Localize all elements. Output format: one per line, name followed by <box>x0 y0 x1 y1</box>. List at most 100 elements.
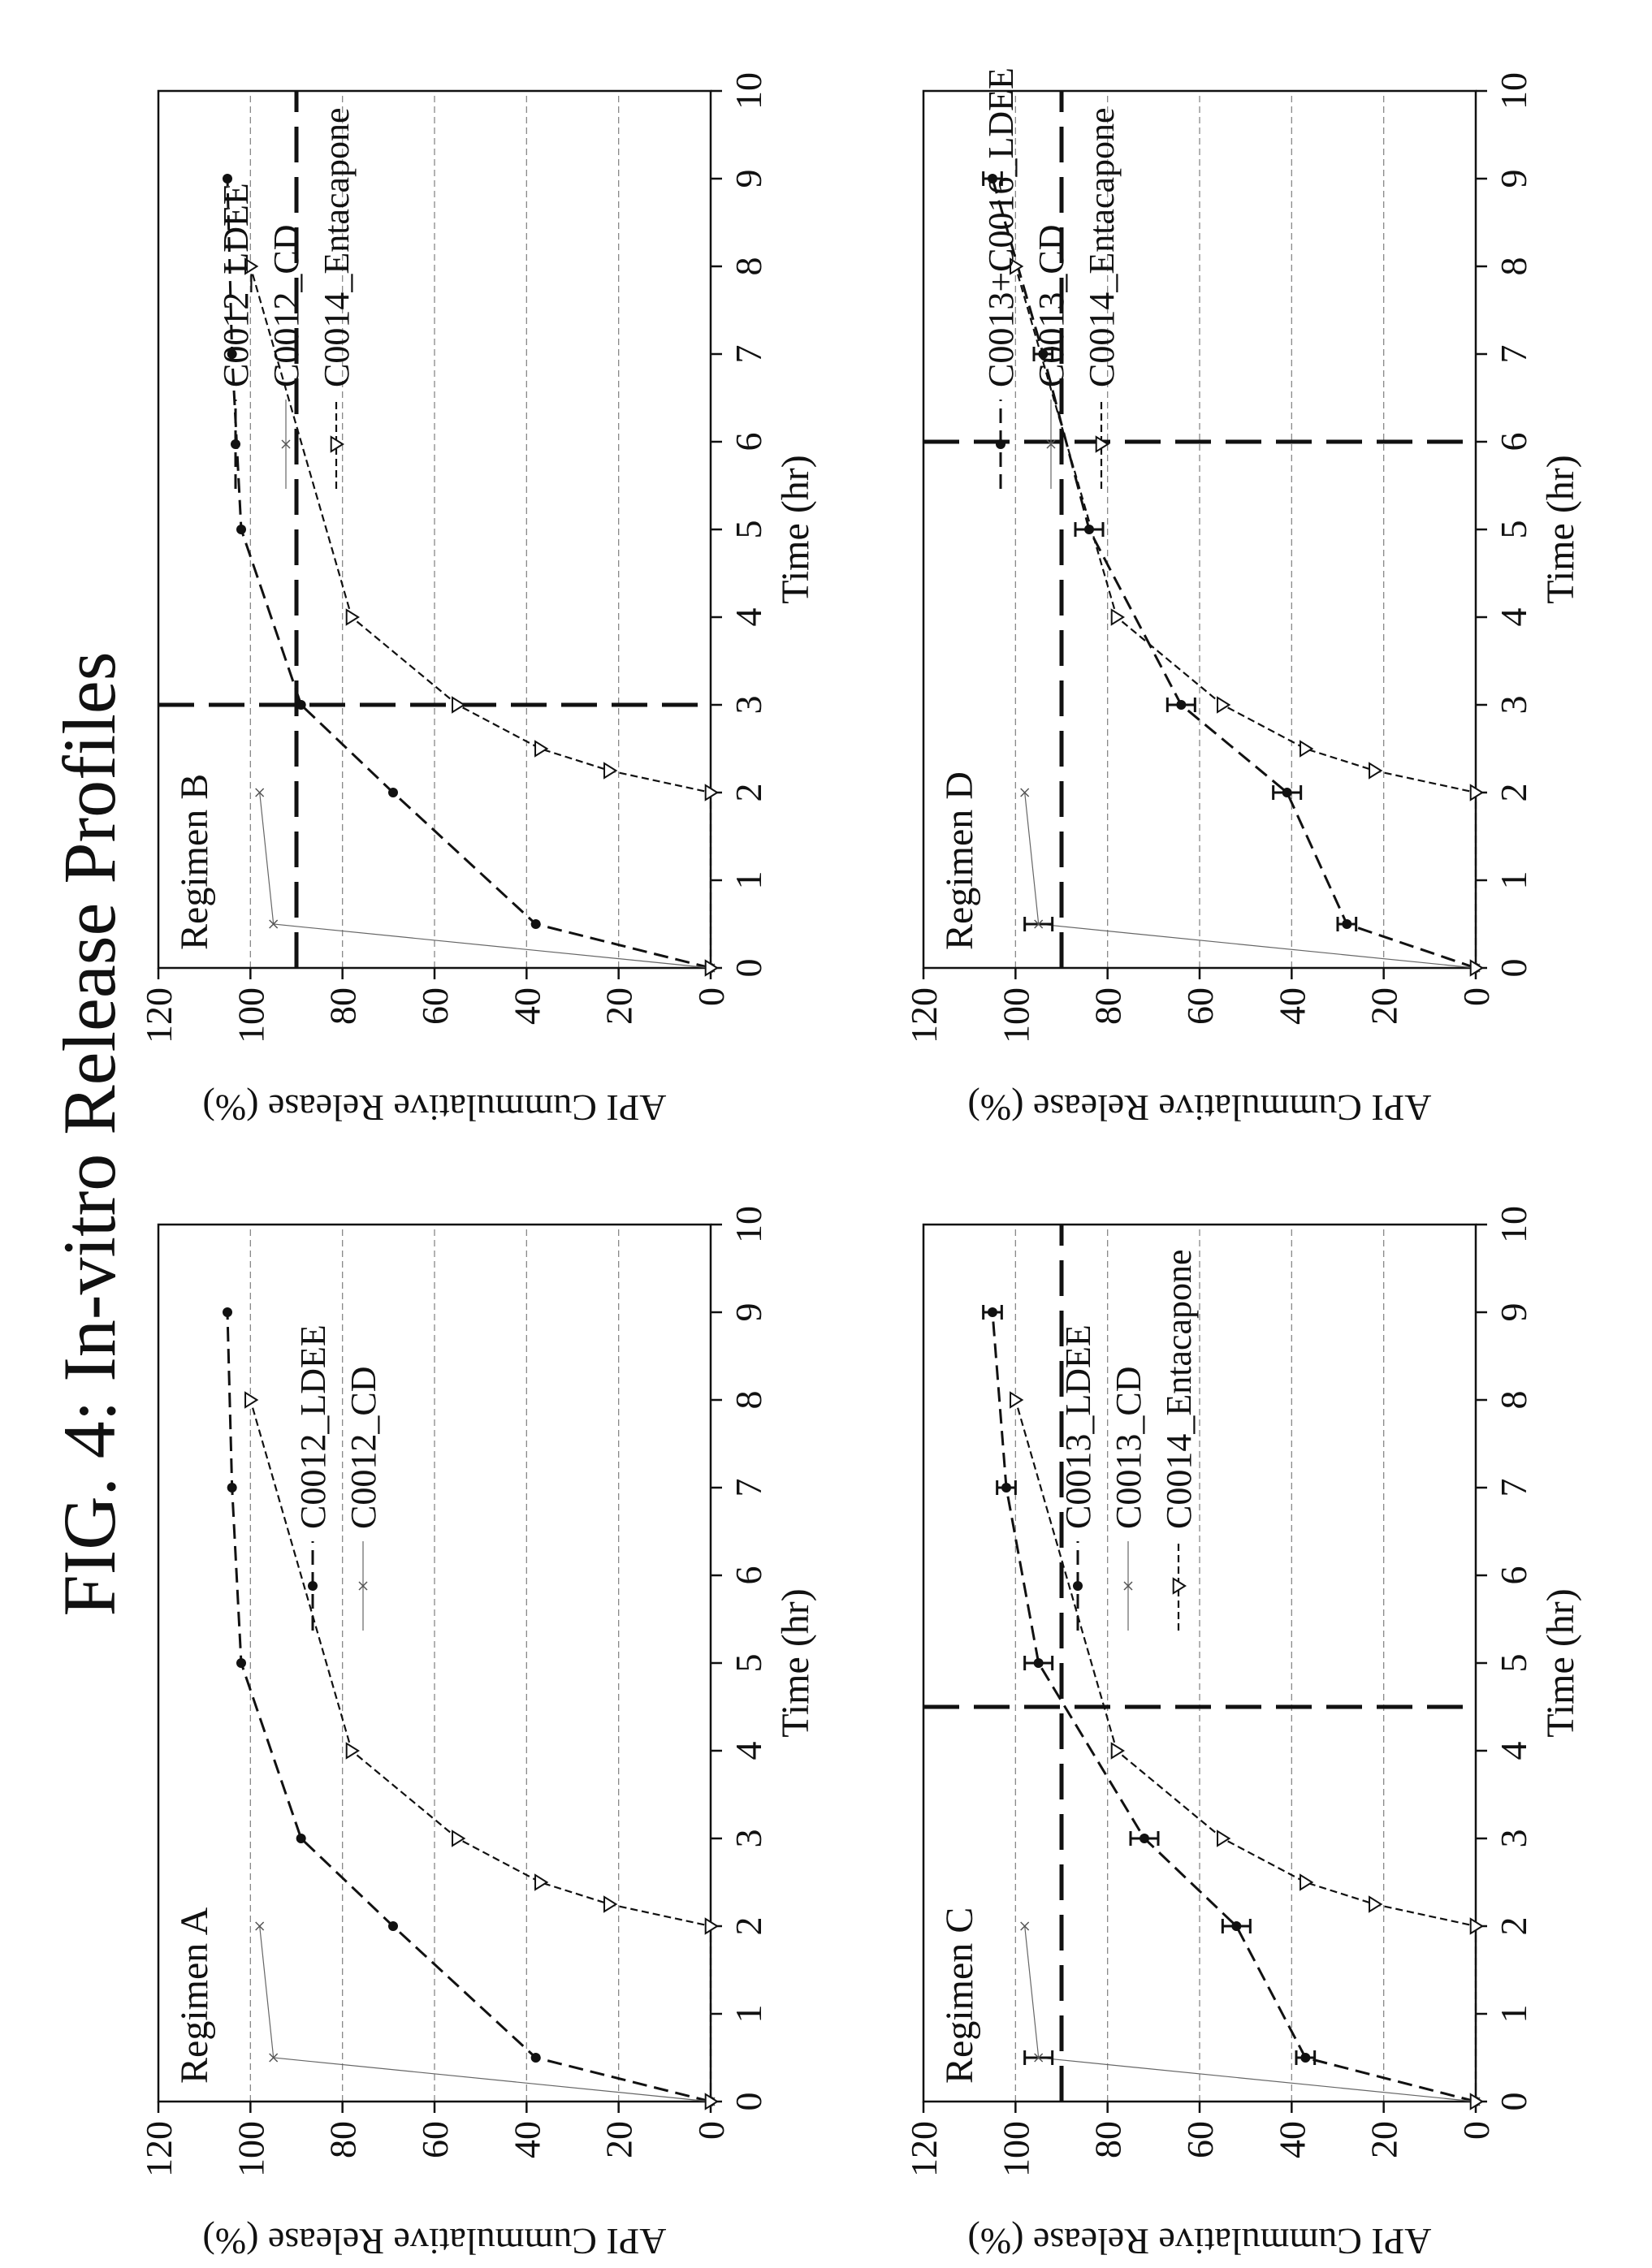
x-tick-label: 6 <box>1493 1566 1534 1585</box>
data-point <box>1110 1742 1125 1760</box>
x-tick-label: 7 <box>1493 1479 1534 1497</box>
chart-panel-regimen-a: 0 1 2 3 4 5 6 7 8 9 10 0 20 40 60 80 100 120 Time (hr) API … <box>122 1134 887 2268</box>
data-point <box>236 1658 246 1668</box>
x-tick-label: 5 <box>728 1654 769 1673</box>
data-point <box>223 174 232 184</box>
y-axis-label: API Cummulative Release (%) <box>967 2221 1431 2262</box>
x-tick-label: 3 <box>1493 1830 1534 1848</box>
x-tick-label: 3 <box>1493 696 1534 715</box>
y-tick-label: 60 <box>1179 2121 1221 2158</box>
y-tick-label: 120 <box>903 2121 945 2177</box>
data-point <box>1369 762 1383 780</box>
series-c0013-c0016-ldee <box>982 171 1481 973</box>
x-tick-label: 8 <box>728 1391 769 1410</box>
legend-label: C0012_CD <box>344 1367 383 1529</box>
legend-marker <box>1172 1577 1187 1595</box>
data-point <box>704 959 719 977</box>
x-tick-label: 4 <box>1493 1742 1534 1760</box>
x-tick-label: 4 <box>1493 608 1534 627</box>
legend-label: C0013+C0016_LDEE <box>981 67 1021 387</box>
x-axis-label: Time (hr) <box>774 1588 817 1738</box>
data-point <box>603 762 618 780</box>
series-c0013-cd <box>1020 1921 1481 2106</box>
data-point <box>388 788 398 797</box>
data-point <box>345 608 360 626</box>
data-point <box>704 784 719 801</box>
x-tick-label: 7 <box>728 1479 769 1497</box>
series-line-c0013-cd <box>1024 792 1477 969</box>
data-point <box>269 2053 279 2063</box>
data-point <box>269 919 279 929</box>
data-point <box>236 525 246 534</box>
y-tick-label: 60 <box>1179 987 1221 1025</box>
data-point <box>227 349 237 359</box>
x-tick-label: 6 <box>1493 433 1534 451</box>
x-tick-label: 2 <box>1493 1917 1534 1936</box>
y-tick-label: 100 <box>230 2121 271 2177</box>
y-tick-label: 40 <box>506 2121 547 2158</box>
x-tick-label: 1 <box>728 2005 769 2024</box>
legend-label: C0012_CD <box>266 225 306 387</box>
data-point <box>1469 959 1484 977</box>
x-tick-label: 3 <box>728 696 769 715</box>
x-tick-label: 2 <box>728 784 769 802</box>
data-point <box>1176 700 1187 710</box>
x-axis-label: Time (hr) <box>1539 455 1582 604</box>
data-point <box>1469 1917 1484 1935</box>
data-point <box>244 1391 259 1409</box>
data-point <box>530 919 541 929</box>
y-tick-label: 100 <box>230 987 271 1043</box>
x-tick-label: 9 <box>728 1303 769 1322</box>
x-tick-label: 10 <box>728 72 769 110</box>
legend-label: C0014_Entacapone <box>1159 1249 1199 1529</box>
data-point <box>1217 1830 1231 1847</box>
x-tick-label: 1 <box>1493 2005 1534 2024</box>
x-tick-label: 10 <box>1493 72 1534 110</box>
y-tick-label: 40 <box>1271 987 1313 1025</box>
legend-marker <box>1073 1581 1083 1591</box>
y-tick-label: 80 <box>322 987 364 1025</box>
data-point <box>988 174 997 184</box>
x-tick-label: 5 <box>728 521 769 539</box>
data-point <box>704 2093 719 2110</box>
x-tick-label: 10 <box>1493 1206 1534 1243</box>
series-c0014-entacapone <box>1010 257 1484 977</box>
x-tick-label: 7 <box>728 345 769 364</box>
data-point <box>988 1307 997 1317</box>
series-c0013-ldee <box>982 1305 1481 2106</box>
x-tick-label: 2 <box>1493 784 1534 802</box>
series-c0012-cd <box>255 1921 716 2106</box>
y-tick-label: 40 <box>506 987 547 1025</box>
legend-label: C0014_Entacapone <box>317 107 357 387</box>
y-axis-label: API Cummulative Release (%) <box>202 2221 666 2262</box>
x-tick-label: 1 <box>1493 871 1534 890</box>
x-tick-label: 5 <box>1493 1654 1534 1673</box>
x-tick-label: 9 <box>1493 1303 1534 1322</box>
x-tick-label: 6 <box>728 1566 769 1585</box>
y-tick-label: 100 <box>995 2121 1036 2177</box>
data-point <box>1469 2093 1484 2110</box>
y-tick-label: 20 <box>599 2121 640 2158</box>
series-c0013-cd <box>1020 788 1481 973</box>
legend-marker <box>358 1581 368 1591</box>
x-tick-label: 0 <box>728 959 769 978</box>
y-tick-label: 60 <box>414 987 456 1025</box>
x-tick-label: 4 <box>728 608 769 627</box>
data-point <box>227 1483 237 1493</box>
data-point <box>296 700 306 710</box>
x-tick-label: 1 <box>728 871 769 890</box>
x-tick-label: 9 <box>728 170 769 188</box>
y-tick-label: 120 <box>138 987 179 1043</box>
data-point <box>1020 788 1030 797</box>
x-tick-label: 9 <box>1493 170 1534 188</box>
legend-marker <box>308 1581 318 1591</box>
legend-marker <box>1046 439 1056 449</box>
y-tick-label: 80 <box>322 2121 364 2158</box>
y-tick-label: 80 <box>1088 987 1129 1025</box>
y-tick-label: 60 <box>414 2121 456 2158</box>
legend-marker <box>1123 1581 1133 1591</box>
data-point <box>1231 1921 1242 1931</box>
